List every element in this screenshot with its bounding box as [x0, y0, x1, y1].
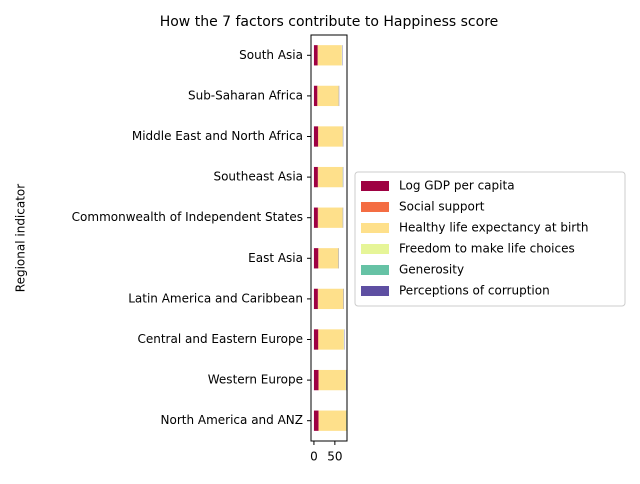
legend-label: Perceptions of corruption — [399, 284, 550, 298]
legend-swatch — [361, 286, 389, 296]
bar-segment — [318, 167, 342, 187]
legend-swatch — [361, 181, 389, 191]
bar-segment — [319, 248, 339, 268]
bar-segment — [314, 45, 318, 65]
y-tick-label: Middle East and North Africa — [132, 129, 303, 143]
bar-segment — [318, 126, 342, 146]
legend-label: Healthy life expectancy at birth — [399, 221, 589, 235]
y-tick-label: Western Europe — [208, 373, 303, 387]
bar-segment — [314, 289, 318, 309]
bar-segment — [318, 45, 342, 65]
y-tick-label: North America and ANZ — [161, 413, 304, 427]
legend-swatch — [361, 223, 389, 233]
x-tick-label: 50 — [327, 450, 342, 464]
bar-segment — [318, 289, 343, 309]
y-axis-label: Regional indicator — [14, 184, 28, 292]
legend-label: Social support — [399, 200, 485, 214]
legend-label: Freedom to make life choices — [399, 242, 575, 256]
y-tick-label: Sub-Saharan Africa — [188, 88, 303, 102]
bar-segment — [314, 126, 318, 146]
x-tick-label: 0 — [310, 450, 318, 464]
legend-swatch — [361, 265, 389, 275]
y-tick-label: Latin America and Caribbean — [128, 291, 303, 305]
legend-label: Generosity — [399, 263, 464, 277]
y-tick-label: Central and Eastern Europe — [137, 332, 303, 346]
bar-segment — [319, 329, 344, 349]
bar-segment — [314, 167, 318, 187]
bar-segment — [319, 411, 346, 431]
bar-segment — [318, 208, 342, 228]
bar-segment — [318, 86, 339, 106]
bar-segment — [314, 208, 318, 228]
bar-segment — [314, 370, 319, 390]
y-tick-label: East Asia — [248, 251, 303, 265]
chart-title: How the 7 factors contribute to Happines… — [160, 14, 499, 30]
bar-segment — [314, 329, 318, 349]
legend-label: Log GDP per capita — [399, 179, 515, 193]
y-tick-label: Southeast Asia — [213, 170, 303, 184]
bar-segment — [314, 248, 318, 268]
y-tick-label: South Asia — [239, 48, 303, 62]
bar-segment — [314, 86, 317, 106]
bar-segment — [314, 411, 319, 431]
legend-swatch — [361, 202, 389, 212]
bar-segment — [319, 370, 346, 390]
legend-swatch — [361, 244, 389, 254]
y-tick-label: Commonwealth of Independent States — [72, 210, 303, 224]
